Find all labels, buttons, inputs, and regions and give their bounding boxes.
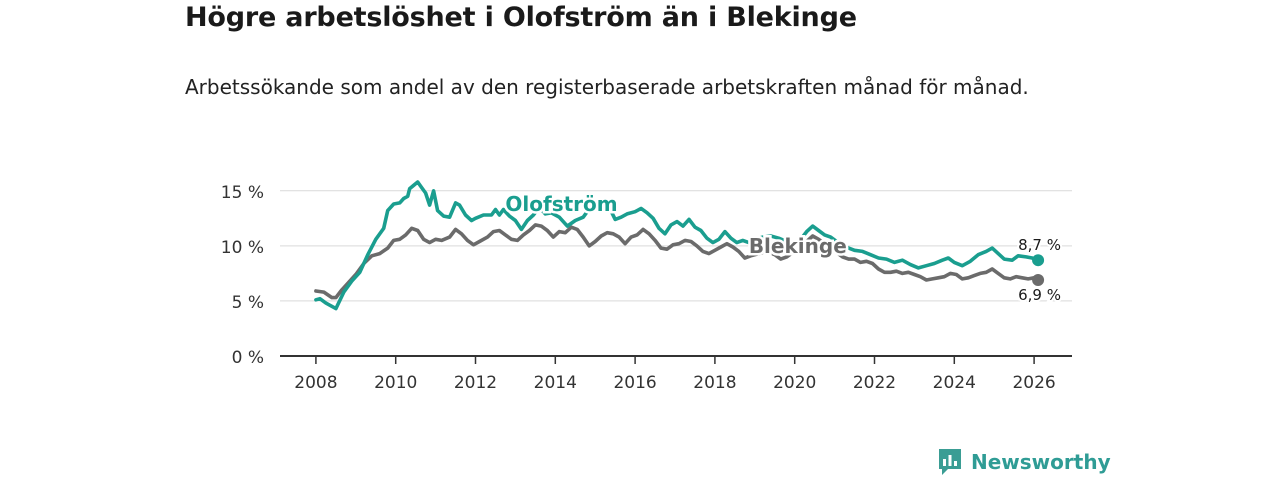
y-tick-label-5: 5 % — [232, 293, 264, 313]
brand-logo: Newsworthy — [937, 448, 1111, 476]
brand-name: Newsworthy — [971, 450, 1111, 474]
x-tick-label-2026: 2026 — [1012, 373, 1055, 393]
x-tick-label-2022: 2022 — [853, 373, 896, 393]
y-axis-labels: 0 % 5 % 10 % 15 % — [221, 183, 264, 368]
y-tick-label-15: 15 % — [221, 183, 264, 203]
x-tick-label-2016: 2016 — [613, 373, 656, 393]
series-labels: Olofström Blekinge 8,7 % 6,9 % — [503, 190, 1063, 306]
series-lines — [314, 180, 1045, 311]
end-value-label-olofstrom: 8,7 % — [1018, 236, 1061, 254]
x-tick-label-2010: 2010 — [374, 373, 417, 393]
end-point-olofstrom — [1032, 254, 1045, 267]
x-tick-label-2014: 2014 — [534, 373, 577, 393]
x-tick-label-2020: 2020 — [773, 373, 816, 393]
series-label-blekinge: Blekinge — [749, 234, 847, 258]
x-tick-label-2024: 2024 — [933, 373, 976, 393]
x-axis: 2008 2010 2012 2014 2016 2018 2020 2022 2024 2026 — [280, 355, 1072, 393]
series-line-olofstrom — [314, 180, 1040, 311]
end-point-blekinge — [1032, 274, 1045, 287]
chart-title: Högre arbetslöshet i Olofström än i Blek… — [185, 2, 857, 33]
y-tick-label-0: 0 % — [232, 348, 264, 368]
x-tick-label-2008: 2008 — [294, 373, 337, 393]
series-label-olofstrom: Olofström — [505, 192, 617, 216]
bar-chart-speech-bubble-icon — [939, 449, 961, 475]
end-value-label-blekinge: 6,9 % — [1018, 286, 1061, 304]
x-tick-label-2012: 2012 — [454, 373, 497, 393]
series-line-blekinge — [314, 223, 1040, 300]
y-tick-label-10: 10 % — [221, 238, 264, 258]
chart-subtitle: Arbetssökande som andel av den registerb… — [185, 75, 1029, 99]
x-tick-label-2018: 2018 — [693, 373, 736, 393]
